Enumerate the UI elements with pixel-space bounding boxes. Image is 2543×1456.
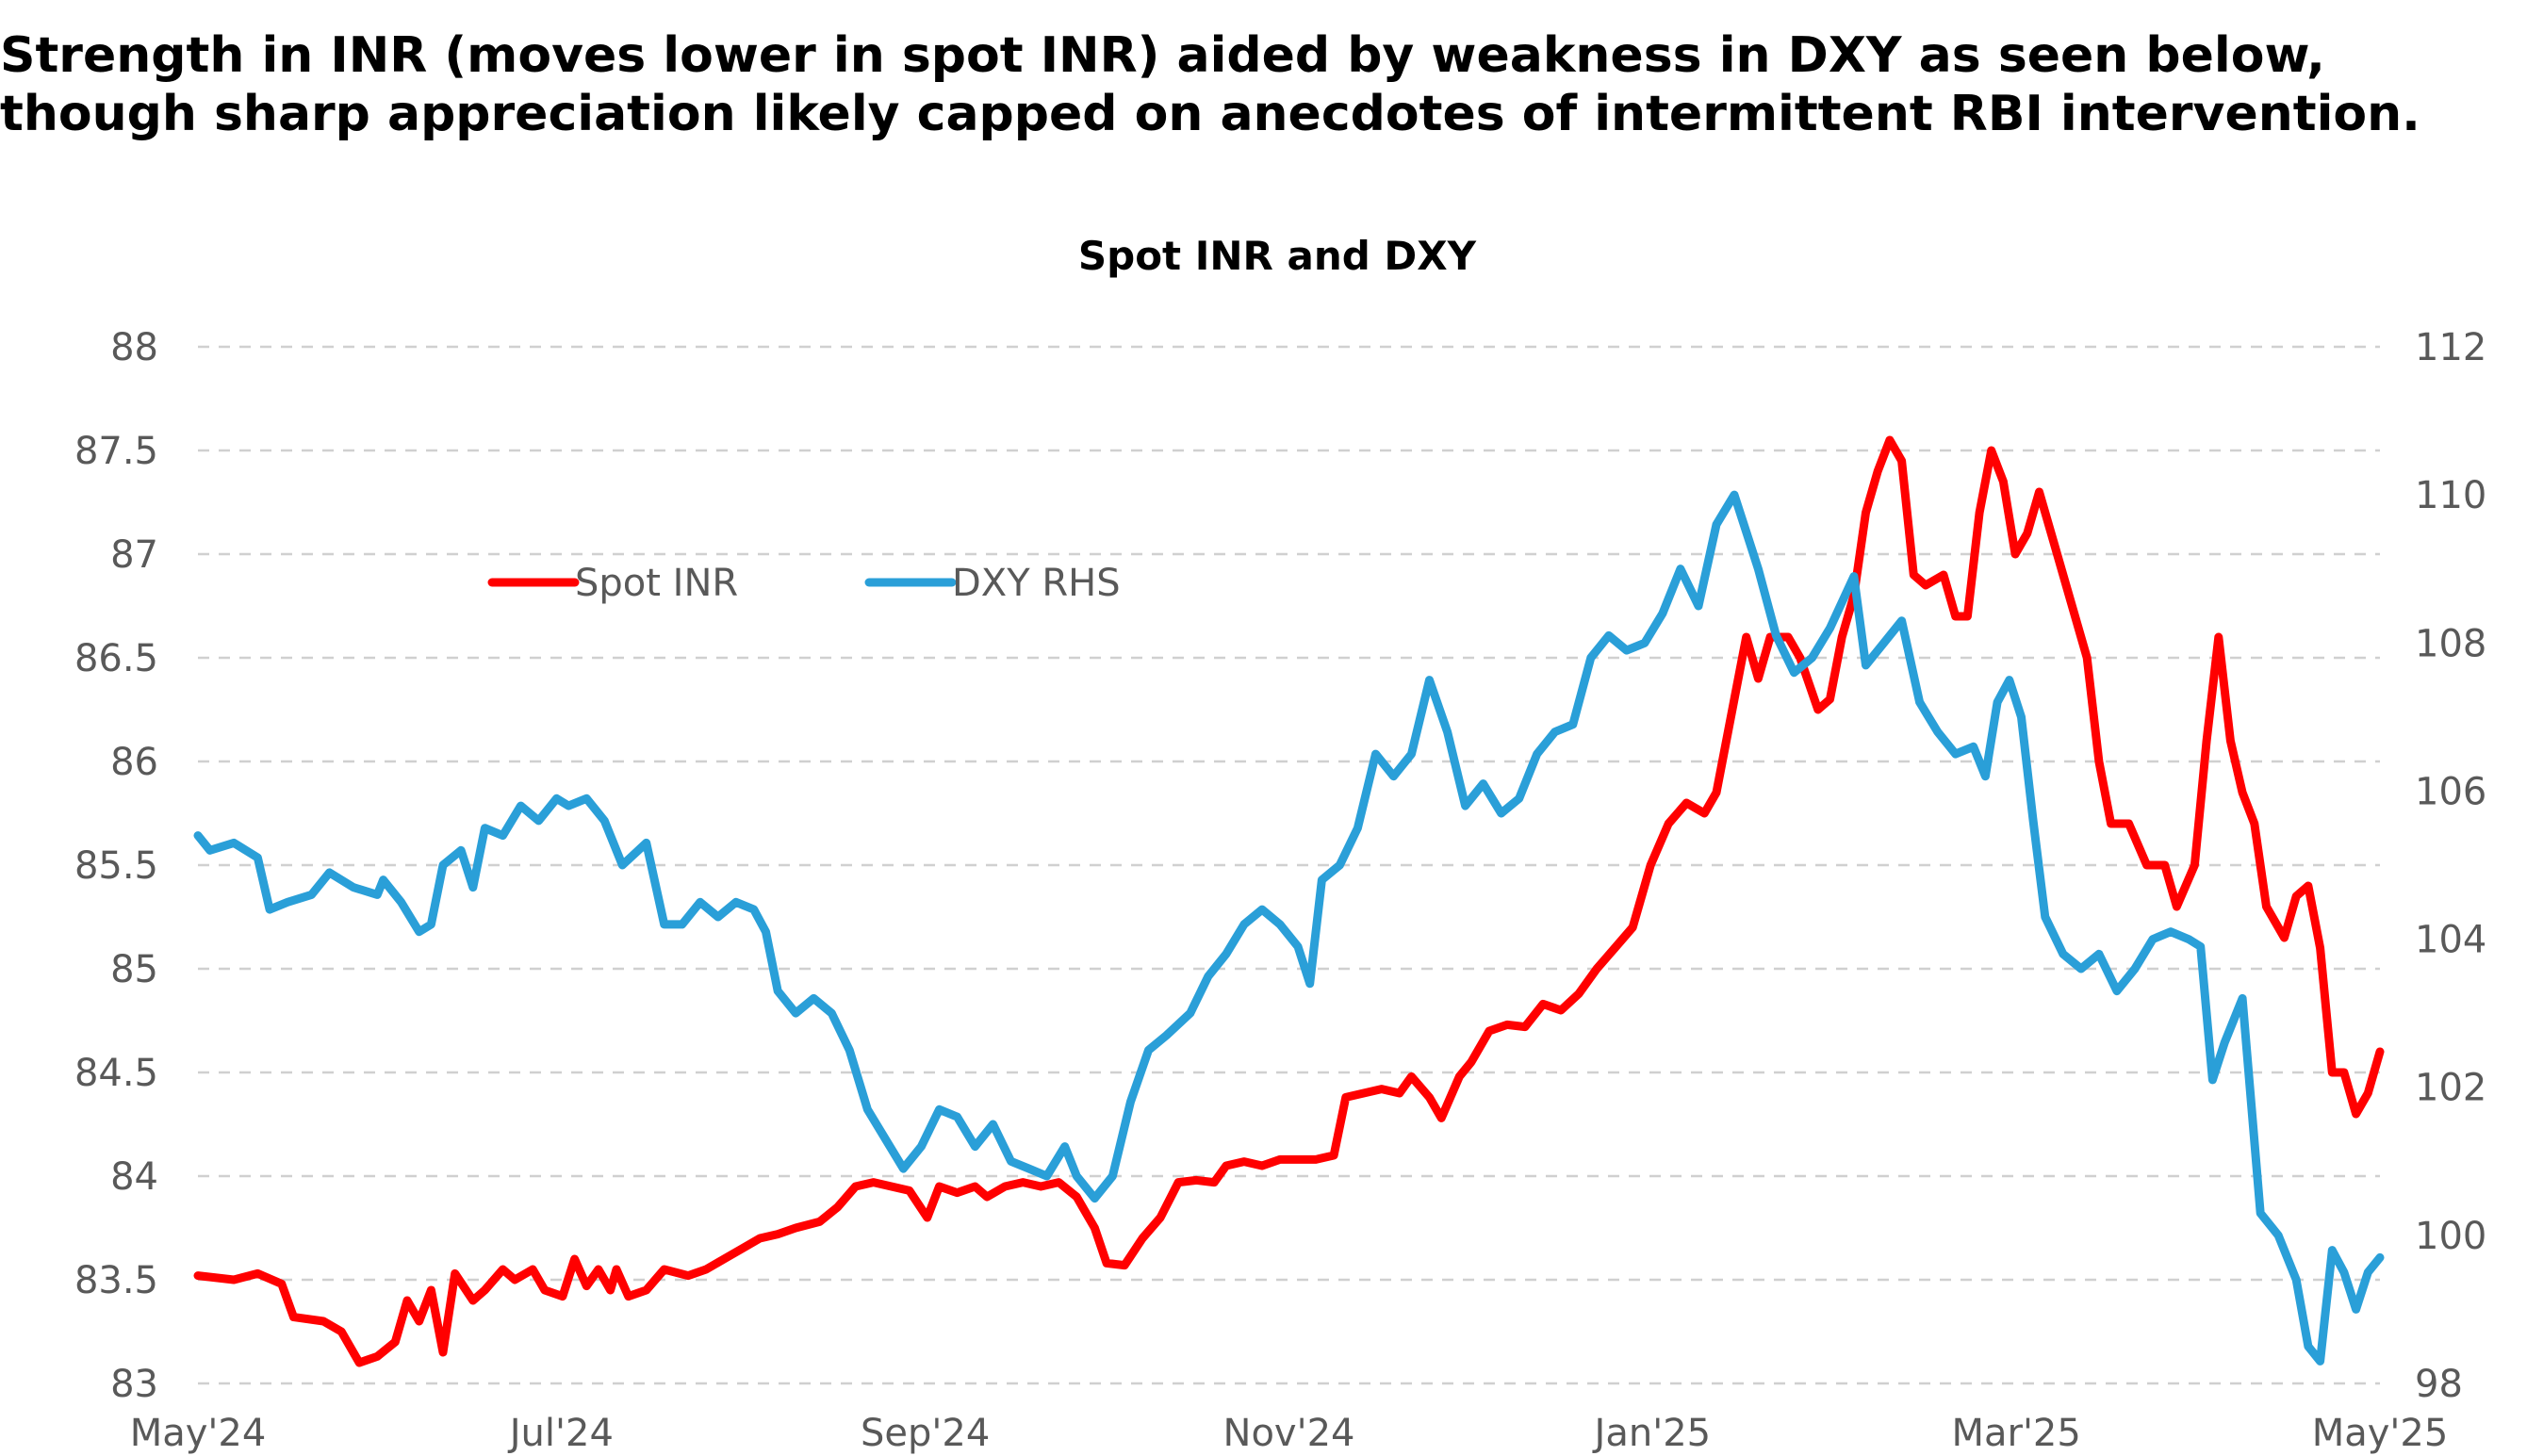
x-tick-label: Jul'24 — [507, 1412, 614, 1455]
x-tick-label: Mar'25 — [1951, 1412, 2080, 1455]
series-line-spot-inr — [193, 435, 2385, 1367]
x-tick-label: May'25 — [2312, 1412, 2449, 1455]
right-tick-label: 108 — [2415, 622, 2486, 665]
left-tick-label: 88 — [110, 326, 158, 369]
x-tick-label: Jan'25 — [1592, 1412, 1712, 1455]
headline-line-2: though sharp appreciation likely capped … — [0, 86, 2420, 142]
left-tick-label: 87 — [110, 533, 158, 577]
left-tick-label: 85 — [110, 948, 158, 991]
headline-line-1: Strength in INR (moves lower in spot INR… — [0, 27, 2325, 84]
legend: Spot INR DXY RHS — [487, 562, 1121, 605]
left-tick-label: 84.5 — [74, 1052, 158, 1095]
left-tick-label: 87.5 — [74, 430, 158, 473]
left-axis-ticks: 83 83.5 84 84.5 85 85.5 86 86.5 87 87.5 88 — [74, 326, 158, 1406]
left-tick-label: 83.5 — [74, 1259, 158, 1302]
left-tick-label: 85.5 — [74, 844, 158, 888]
grid-lines — [198, 345, 2380, 1385]
right-tick-label: 100 — [2415, 1215, 2486, 1258]
headline: Strength in INR (moves lower in spot INR… — [0, 26, 2535, 143]
right-tick-label: 112 — [2415, 326, 2486, 369]
left-tick-label: 84 — [110, 1155, 158, 1199]
right-tick-label: 102 — [2415, 1067, 2486, 1110]
right-tick-label: 104 — [2415, 919, 2486, 962]
right-tick-label: 106 — [2415, 770, 2486, 813]
series-lines — [193, 435, 2385, 1367]
right-axis-ticks: 98 100 102 104 106 108 110 112 — [2415, 326, 2486, 1406]
chart-title: Spot INR and DXY — [1078, 233, 1477, 279]
legend-label: DXY RHS — [952, 562, 1121, 605]
x-tick-label: Sep'24 — [861, 1412, 990, 1455]
left-tick-label: 86.5 — [74, 637, 158, 680]
series-line-dxy — [193, 490, 2385, 1366]
x-axis-ticks: May'24 Jul'24 Sep'24 Nov'24 Jan'25 Mar'25 May'… — [130, 1412, 2449, 1455]
right-tick-label: 110 — [2415, 474, 2486, 517]
legend-label: Spot INR — [575, 562, 738, 605]
left-tick-label: 83 — [110, 1363, 158, 1406]
right-tick-label: 98 — [2415, 1363, 2463, 1406]
x-tick-label: Nov'24 — [1223, 1412, 1355, 1455]
left-tick-label: 86 — [110, 741, 158, 784]
x-tick-label: May'24 — [130, 1412, 267, 1455]
